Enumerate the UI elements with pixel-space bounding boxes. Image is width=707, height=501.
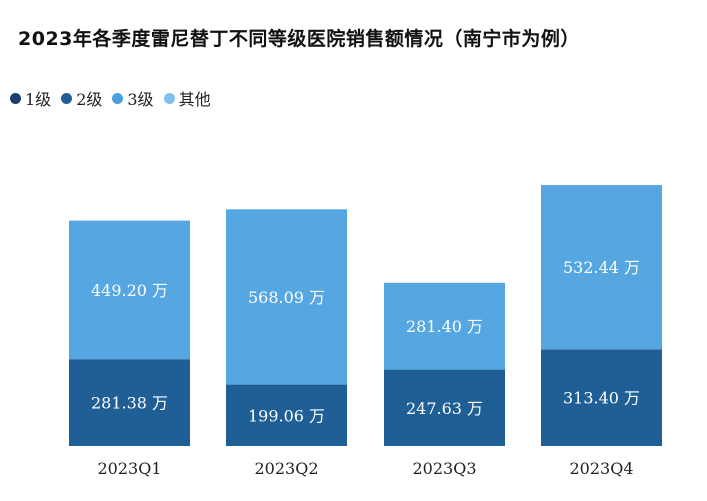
legend-label-1: 1级 [25,90,52,109]
legend-item-1: 1级 [10,86,51,110]
data-label-2023Q4-series-2: 532.44 万 [563,258,640,277]
legend-label-2: 2级 [76,90,103,109]
legend-swatch-other [163,92,175,104]
legend-swatch-1 [10,92,21,104]
data-label-2023Q1-series-2: 449.20 万 [91,281,168,300]
legend: 1级 2级 3级 其他 [10,86,211,110]
legend-swatch-3 [112,92,124,104]
bar-2023Q3-series-1 [384,369,505,446]
data-label-2023Q2-series-1: 199.06 万 [248,406,325,425]
legend-item-3: 3级 [112,86,154,110]
bar-2023Q4-series-2 [541,185,662,350]
x-tick-label-2023Q2: 2023Q2 [254,459,318,478]
data-label-2023Q2-series-2: 568.09 万 [248,288,325,307]
bar-2023Q3-series-2 [384,282,505,370]
bar-2023Q4-series-1 [541,349,662,446]
legend-label-3: 3级 [127,90,154,109]
legend-label-other: 其他 [178,90,211,109]
bar-2023Q1-series-1 [69,359,190,446]
x-tick-label-2023Q1: 2023Q1 [97,459,161,478]
chart-title: 2023年各季度雷尼替丁不同等级医院销售额情况（南宁市为例） [18,28,580,50]
legend-item-other: 其他 [163,86,211,110]
legend-item-2: 2级 [61,86,102,110]
legend-swatch-2 [61,92,73,104]
data-label-2023Q4-series-1: 313.40 万 [563,389,640,408]
data-label-2023Q1-series-1: 281.38 万 [91,394,168,413]
x-tick-label-2023Q3: 2023Q3 [412,459,476,478]
bar-2023Q2-series-1 [226,384,347,446]
bar-2023Q1-series-2 [69,220,190,360]
data-label-2023Q3-series-1: 247.63 万 [406,399,483,418]
data-label-2023Q3-series-2: 281.40 万 [406,317,483,336]
x-tick-label-2023Q4: 2023Q4 [569,459,633,478]
bar-2023Q2-series-2 [226,209,347,385]
